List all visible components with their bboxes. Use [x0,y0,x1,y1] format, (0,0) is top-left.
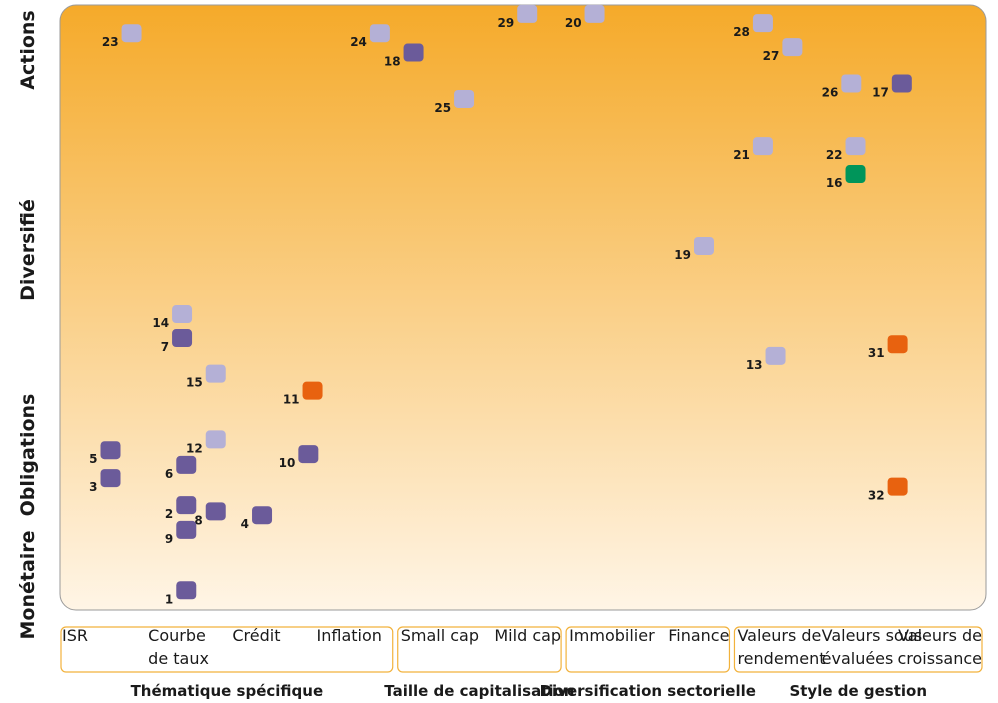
point-20 [584,4,605,23]
point-22 [845,137,866,156]
point-label-4: 4 [241,517,249,531]
point-15 [205,364,226,383]
point-label-31: 31 [868,346,885,360]
point-28 [752,14,773,33]
point-13 [765,346,786,365]
point-label-16: 16 [826,176,843,190]
point-label-1: 1 [165,592,173,606]
point-26 [841,74,862,93]
point-label-12: 12 [186,441,203,455]
point-label-22: 22 [826,148,843,162]
point-2 [176,496,197,515]
point-16 [845,165,866,184]
point-32 [887,477,908,496]
group-label-thematique-specifique: Thématique spécifique [131,682,324,700]
point-label-26: 26 [822,86,839,100]
point-label-21: 21 [733,148,750,162]
x-category-isr: ISR [62,626,88,645]
x-category-valeurs-de-croissance: Valeurs de [898,626,982,645]
x-category-valeurs-de-rendement-line2: rendement [737,649,825,668]
point-23 [121,24,142,43]
y-level-actions: Actions [17,10,39,89]
point-24 [369,24,390,43]
group-label-taille-de-capitalisation: Taille de capitalisation [384,682,574,700]
point-label-25: 25 [434,101,451,115]
point-21 [752,137,773,156]
point-label-13: 13 [746,358,763,372]
point-label-2: 2 [165,507,173,521]
point-label-29: 29 [498,16,515,30]
point-label-11: 11 [283,393,300,407]
x-category-finance: Finance [668,626,729,645]
point-8 [205,502,226,521]
x-category-credit: Crédit [232,626,280,645]
point-label-27: 27 [763,49,780,63]
category-groups: Thématique spécifique Taille de capitalis… [60,626,983,700]
point-label-7: 7 [161,340,169,354]
x-category-small-cap: Small cap [401,626,479,645]
point-label-20: 20 [565,16,582,30]
x-category-courbe-de-taux-line2: de taux [148,649,209,668]
point-31 [887,335,908,354]
point-9 [176,520,197,539]
point-14 [172,305,193,324]
point-5 [100,441,121,460]
x-axis-labels: ISR Courbe de taux Crédit Inflation Small cap… [62,626,982,668]
point-label-3: 3 [89,480,97,494]
point-1 [176,581,197,600]
point-7 [172,329,193,348]
point-6 [176,455,197,474]
group-bracket-diversification-sectorielle [565,626,731,673]
point-17 [891,74,912,93]
point-4 [252,506,273,525]
point-25 [454,89,475,108]
y-level-monetaire: Monétaire [17,530,39,639]
x-category-valeurs-de-croissance-line2: croissance [897,649,982,668]
y-level-diversifie: Diversifié [17,199,39,301]
point-label-28: 28 [733,25,750,39]
group-label-diversification-sectorielle: Diversification sectorielle [540,682,756,700]
point-12 [205,430,226,449]
point-label-17: 17 [872,86,889,100]
point-18 [403,43,424,62]
point-27 [782,38,803,57]
group-bracket-taille-de-capitalisation [397,626,562,673]
point-label-23: 23 [102,35,119,49]
x-category-valeurs-sous-evaluees: Valeurs sous [822,626,923,645]
y-level-obligations: Obligations [17,394,39,517]
y-axis-labels: Monétaire Obligations Diversifié Actions [17,10,39,639]
point-29 [517,4,538,23]
point-label-5: 5 [89,452,97,466]
point-19 [693,236,714,255]
point-label-18: 18 [384,55,401,69]
x-category-immobilier: Immobilier [569,626,655,645]
point-label-10: 10 [279,456,296,470]
x-category-valeurs-de-rendement: Valeurs de [737,626,821,645]
point-label-15: 15 [186,376,203,390]
point-11 [302,381,323,400]
point-10 [298,445,319,464]
point-label-9: 9 [165,532,173,546]
x-category-mild-cap: Mild cap [494,626,561,645]
point-label-32: 32 [868,489,885,503]
group-bracket-style-de-gestion [733,626,983,673]
point-label-6: 6 [165,467,173,481]
point-label-14: 14 [152,316,169,330]
x-category-courbe-de-taux: Courbe [148,626,206,645]
point-label-24: 24 [350,35,367,49]
point-label-8: 8 [194,513,202,527]
x-category-inflation: Inflation [317,626,382,645]
point-3 [100,469,121,488]
point-label-19: 19 [674,248,691,262]
group-label-style-de-gestion: Style de gestion [789,682,927,700]
x-category-valeurs-sous-evaluees-line2: évaluées [822,649,894,668]
group-bracket-thematique-specifique [60,626,394,673]
